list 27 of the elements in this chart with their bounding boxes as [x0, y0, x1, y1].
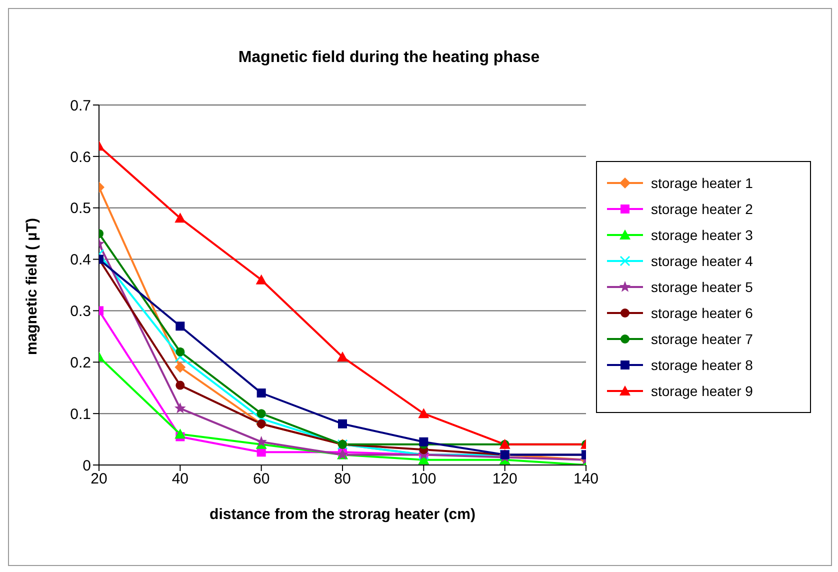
legend-label: storage heater 8: [651, 357, 753, 373]
legend-label: storage heater 3: [651, 227, 753, 243]
legend-label: storage heater 4: [651, 253, 753, 269]
y-tick-label: 0: [82, 457, 91, 474]
y-tick-label: 0.6: [70, 148, 91, 166]
legend-label: storage heater 9: [651, 383, 753, 399]
y-tick-label: 0.1: [70, 406, 91, 423]
y-tick-label: 0.7: [70, 97, 91, 114]
x-axis-title: distance from the strorag heater (cm): [210, 506, 476, 523]
legend-label: storage heater 6: [651, 305, 753, 321]
legend-label: storage heater 7: [651, 331, 753, 347]
y-tick-label: 0.2: [70, 354, 91, 372]
y-axis-title: magnetic field ( µT): [23, 218, 40, 355]
x-tick-label: 120: [492, 470, 518, 488]
x-tick-label: 20: [90, 470, 108, 488]
legend-label: storage heater 2: [651, 201, 753, 217]
chart-title: Magnetic field during the heating phase: [237, 49, 541, 67]
x-tick-label: 60: [252, 470, 270, 488]
y-tick-label: 0.4: [70, 252, 91, 269]
x-tick-label: 100: [411, 470, 436, 488]
x-tick-label: 40: [172, 470, 189, 488]
y-tick-label: 0.3: [70, 303, 91, 320]
legend-label: storage heater 5: [651, 279, 753, 295]
legend-label: storage heater 1: [651, 175, 753, 191]
x-tick-label: 140: [573, 470, 599, 488]
x-tick-label: 80: [334, 470, 351, 488]
y-tick-label: 0.5: [70, 200, 91, 218]
